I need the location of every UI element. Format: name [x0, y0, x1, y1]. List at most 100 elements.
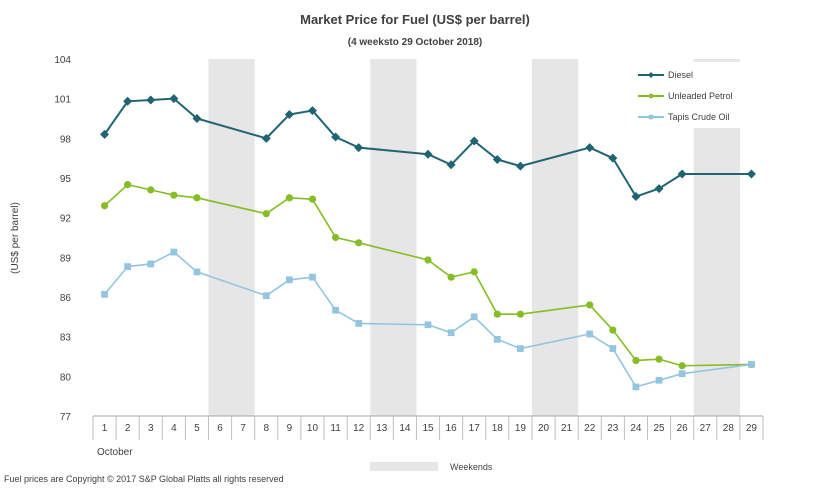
- data-point-unleaded-petrol: [586, 301, 594, 309]
- data-point-unleaded-petrol: [308, 195, 317, 203]
- data-point-diesel: [585, 143, 595, 153]
- x-tick-label: 5: [194, 423, 200, 434]
- data-point-tapis-crude-oil: [424, 321, 432, 329]
- x-tick-label: 14: [399, 423, 411, 434]
- data-point-diesel: [423, 149, 433, 159]
- data-point-tapis-crude-oil: [748, 361, 755, 368]
- data-point-unleaded-petrol: [355, 239, 363, 247]
- data-point-tapis-crude-oil: [101, 290, 108, 298]
- data-point-diesel: [608, 153, 618, 163]
- data-point-tapis-crude-oil: [193, 268, 201, 276]
- data-point-tapis-crude-oil: [170, 248, 178, 256]
- data-point-diesel: [123, 96, 133, 106]
- data-point-unleaded-petrol: [632, 356, 640, 365]
- data-point-tapis-crude-oil: [586, 330, 594, 338]
- x-tick-label: 2: [125, 423, 131, 434]
- data-point-diesel: [446, 160, 456, 170]
- x-tick-label: 7: [240, 423, 246, 434]
- x-tick-label: 6: [217, 423, 223, 434]
- series-unleaded-petrol: [100, 181, 756, 370]
- legend: Diesel Unleaded Petrol Tapis Crude Oil: [610, 62, 760, 128]
- data-point-unleaded-petrol: [609, 326, 617, 334]
- x-tick-label: 29: [746, 423, 758, 434]
- x-tick-label: 18: [492, 423, 504, 434]
- legend-entry: Diesel: [668, 70, 693, 80]
- x-tick-label: 12: [353, 423, 365, 434]
- chart-subtitle: (4 weeksto 29 October 2018): [348, 37, 483, 48]
- data-point-diesel: [261, 133, 271, 143]
- weekend-legend-swatch: [370, 462, 438, 471]
- data-point-diesel: [677, 169, 687, 179]
- y-tick-label: 89: [60, 253, 72, 264]
- data-point-unleaded-petrol: [100, 202, 109, 210]
- x-tick-label: 17: [469, 423, 481, 434]
- x-tick-label: 15: [422, 423, 434, 434]
- data-point-unleaded-petrol: [493, 310, 501, 318]
- data-point-tapis-crude-oil: [147, 260, 155, 268]
- x-tick-label: 23: [607, 423, 619, 434]
- data-point-diesel: [192, 114, 202, 123]
- legend-marker: [648, 93, 654, 99]
- x-axis-label: October: [97, 447, 133, 458]
- x-tick-label: 13: [376, 423, 388, 434]
- weekend-legend-label: Weekends: [450, 462, 493, 472]
- y-tick-label: 80: [60, 372, 72, 383]
- x-tick-label: 4: [171, 423, 177, 434]
- y-tick-label: 95: [60, 174, 72, 185]
- y-tick-label: 101: [54, 95, 71, 106]
- data-point-diesel: [746, 169, 756, 179]
- x-tick-label: 8: [263, 423, 269, 434]
- x-tick-label: 21: [561, 423, 573, 434]
- data-point-diesel: [146, 95, 156, 105]
- x-tick-label: 26: [677, 423, 689, 434]
- series-tapis-crude-oil: [101, 248, 755, 391]
- series-line-unleaded-petrol: [104, 183, 752, 367]
- y-tick-label: 83: [60, 333, 72, 344]
- data-point-tapis-crude-oil: [286, 276, 293, 284]
- copyright-note: Fuel prices are Copyright © 2017 S&P Glo…: [4, 474, 284, 484]
- data-point-unleaded-petrol: [424, 256, 432, 264]
- y-tick-label: 92: [60, 214, 72, 225]
- series-lines: [100, 94, 756, 391]
- x-tick-label: 20: [538, 423, 550, 434]
- data-point-diesel: [515, 161, 525, 171]
- data-point-tapis-crude-oil: [517, 345, 524, 352]
- data-point-unleaded-petrol: [262, 210, 270, 218]
- data-point-unleaded-petrol: [285, 194, 293, 202]
- series-line-tapis-crude-oil: [103, 251, 752, 388]
- data-point-unleaded-petrol: [170, 191, 178, 199]
- x-tick-label: 10: [307, 423, 319, 434]
- legend-box: [610, 62, 760, 128]
- data-point-tapis-crude-oil: [470, 313, 478, 321]
- y-tick-label: 77: [60, 412, 72, 423]
- x-tick-label: 19: [515, 423, 527, 434]
- data-point-tapis-crude-oil: [309, 273, 316, 281]
- data-point-unleaded-petrol: [147, 186, 155, 194]
- data-point-tapis-crude-oil: [678, 370, 686, 378]
- y-tick-label: 86: [60, 293, 72, 304]
- data-point-diesel: [331, 132, 341, 142]
- y-tick-label: 98: [60, 134, 72, 145]
- data-point-tapis-crude-oil: [655, 376, 663, 384]
- weekend-band-1: [208, 59, 255, 416]
- legend-entry: Unleaded Petrol: [668, 91, 733, 101]
- data-point-tapis-crude-oil: [332, 306, 339, 314]
- y-tick-label: 104: [54, 55, 71, 66]
- x-tick-label: 25: [653, 423, 665, 434]
- chart-title: Market Price for Fuel (US$ per barrel): [300, 12, 530, 27]
- data-point-tapis-crude-oil: [609, 345, 617, 352]
- data-point-unleaded-petrol: [331, 233, 340, 242]
- data-point-tapis-crude-oil: [355, 320, 363, 327]
- data-point-diesel: [469, 136, 479, 146]
- data-point-unleaded-petrol: [678, 362, 686, 370]
- data-point-unleaded-petrol: [124, 181, 132, 189]
- data-point-unleaded-petrol: [516, 310, 525, 318]
- x-tick-label: 16: [446, 423, 458, 434]
- y-axis-label: (US$ per barrel): [10, 202, 21, 274]
- x-tick-label: 27: [700, 423, 712, 434]
- weekend-band-2: [370, 59, 417, 416]
- x-tick-label: 9: [287, 423, 293, 434]
- series-diesel: [100, 94, 756, 202]
